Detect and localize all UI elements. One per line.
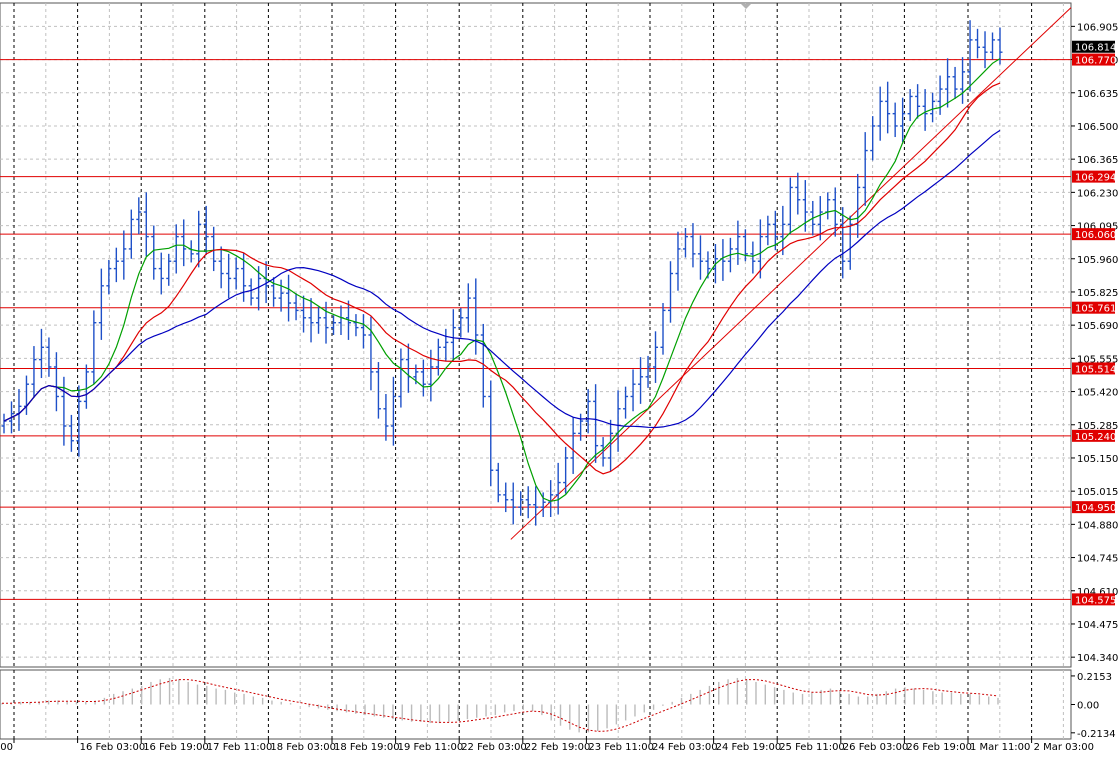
x-tick-label: 1:00 — [0, 742, 13, 753]
x-tick-label: 22 Feb 03:00 — [461, 742, 527, 753]
x-tick-label: 24 Feb 19:00 — [716, 742, 782, 753]
y-tick-label: 106.230 — [1077, 188, 1118, 199]
x-tick-label: 22 Feb 19:00 — [525, 742, 591, 753]
price-level-label: 104.575 — [1075, 595, 1116, 606]
x-tick-label: 18 Feb 19:00 — [334, 742, 400, 753]
moving-average-line — [3, 82, 1001, 475]
trendline — [510, 7, 1072, 540]
oscillator-axis: 0.2153 0.00 -0.2134 — [1071, 672, 1116, 740]
y-tick-label: 104.880 — [1077, 520, 1118, 531]
price-level-label: 104.950 — [1075, 503, 1116, 514]
x-tick-label: 2 Mar 03:00 — [1034, 742, 1094, 753]
price-level-label: 106.770 — [1075, 56, 1116, 67]
y-tick-label: 105.825 — [1077, 288, 1118, 299]
y-tick-label: 104.475 — [1077, 620, 1118, 631]
price-level-tag — [1072, 301, 1115, 314]
x-tick-label: 1 Mar 11:00 — [970, 742, 1030, 753]
oscillator-layer — [1, 677, 999, 733]
y-tick-label: 106.905 — [1077, 22, 1118, 33]
x-tick-label: 16 Feb 19:00 — [143, 742, 209, 753]
current-price-tag — [1072, 40, 1115, 53]
x-tick-label: 17 Feb 11:00 — [207, 742, 273, 753]
y-tick-label: 106.095 — [1077, 222, 1118, 233]
y-tick-label: 105.420 — [1077, 388, 1118, 399]
y-tick-label: 104.745 — [1077, 554, 1118, 565]
osc-tick-label: -0.2134 — [1077, 729, 1116, 740]
oscillator-signal-line — [2, 679, 999, 732]
moving-average-line — [3, 58, 1001, 502]
x-tick-label: 26 Feb 19:00 — [906, 742, 972, 753]
trendline-layer — [510, 7, 1072, 540]
y-tick-label: 105.150 — [1077, 454, 1118, 465]
price-level-label: 106.060 — [1075, 230, 1116, 241]
price-level-tag — [1072, 501, 1115, 514]
x-tick-label: 24 Feb 03:00 — [652, 742, 718, 753]
candles-layer — [1, 20, 1003, 526]
price-level-tag — [1072, 593, 1115, 606]
x-tick-label: 23 Feb 11:00 — [588, 742, 654, 753]
price-level-tag — [1072, 362, 1115, 375]
current-price-label: 106.814 — [1075, 43, 1116, 54]
x-tick-label: 26 Feb 03:00 — [843, 742, 909, 753]
y-tick-label: 105.015 — [1077, 487, 1118, 498]
y-tick-label: 104.610 — [1077, 587, 1118, 598]
y-tick-label: 106.500 — [1077, 122, 1118, 133]
y-tick-label: 105.555 — [1077, 354, 1118, 365]
price-level-tag — [1072, 170, 1115, 183]
x-tick-label: 19 Feb 11:00 — [398, 742, 464, 753]
moving-averages-layer — [3, 58, 1001, 502]
price-axis: 106.905 106.770 106.635 106.500 106.365 106.2… — [1071, 22, 1118, 664]
price-level-label: 106.294 — [1075, 173, 1116, 184]
price-level-tag — [1072, 429, 1115, 442]
x-tick-label: 25 Feb 11:00 — [779, 742, 845, 753]
y-tick-label: 105.690 — [1077, 321, 1118, 332]
x-tick-label: 16 Feb 03:00 — [80, 742, 146, 753]
price-level-tag — [1072, 53, 1115, 66]
y-tick-label: 106.365 — [1077, 155, 1118, 166]
y-tick-label: 106.635 — [1077, 89, 1118, 100]
moving-average-line — [3, 129, 1001, 429]
x-tick-label: 18 Feb 03:00 — [270, 742, 336, 753]
osc-tick-label: 0.2153 — [1077, 672, 1112, 683]
scroll-marker-icon[interactable] — [741, 4, 751, 9]
price-level-label: 105.761 — [1075, 304, 1116, 315]
price-level-label: 105.240 — [1075, 432, 1116, 443]
y-tick-label: 104.340 — [1077, 653, 1118, 664]
main-plot-background — [0, 2, 1072, 668]
y-tick-label: 105.960 — [1077, 255, 1118, 266]
y-tick-label: 105.285 — [1077, 421, 1118, 432]
osc-tick-label: 0.00 — [1077, 701, 1099, 712]
price-level-tag — [1072, 228, 1115, 241]
price-level-label: 105.514 — [1075, 364, 1116, 375]
